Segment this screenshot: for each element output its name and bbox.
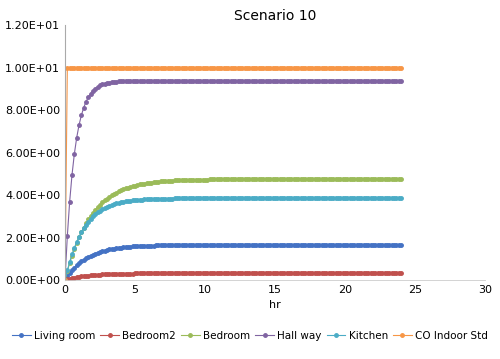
Living room <box>78 259 84 264</box>
Hall way <box>256 79 262 83</box>
CO Indoor Std <box>258 65 264 70</box>
CO Indoor Std <box>328 65 334 70</box>
Bedroom2 <box>256 271 262 275</box>
X-axis label: hr: hr <box>269 300 281 311</box>
Kitchen <box>398 196 404 200</box>
Kitchen <box>78 230 84 234</box>
Bedroom2 <box>374 271 380 275</box>
Living room <box>326 243 332 247</box>
Bedroom <box>374 177 380 181</box>
Bedroom <box>78 230 84 234</box>
Bedroom <box>316 177 322 181</box>
Legend: Living room, Bedroom2, Bedroom, Hall way, Kitchen, CO Indoor Std: Living room, Bedroom2, Bedroom, Hall way… <box>12 331 488 341</box>
Hall way <box>374 79 380 83</box>
Title: Scenario 10: Scenario 10 <box>234 9 316 23</box>
Bedroom2 <box>326 271 332 275</box>
Bedroom <box>256 177 262 181</box>
CO Indoor Std <box>318 65 324 70</box>
Line: Bedroom: Bedroom <box>64 177 402 282</box>
Living room <box>398 243 404 247</box>
Hall way <box>62 278 68 282</box>
Bedroom2 <box>398 271 404 275</box>
Hall way <box>64 234 70 238</box>
Hall way <box>78 113 84 117</box>
Bedroom <box>326 177 332 181</box>
Bedroom <box>64 269 70 273</box>
Hall way <box>398 79 404 83</box>
Bedroom <box>62 278 68 282</box>
CO Indoor Std <box>398 65 404 70</box>
Living room <box>64 274 70 279</box>
Line: Kitchen: Kitchen <box>64 196 402 282</box>
Kitchen <box>62 278 68 282</box>
Line: Bedroom2: Bedroom2 <box>64 271 402 282</box>
Line: Hall way: Hall way <box>64 79 402 282</box>
Kitchen <box>256 196 262 200</box>
CO Indoor Std <box>62 278 68 282</box>
Living room <box>62 278 68 282</box>
Living room <box>374 243 380 247</box>
CO Indoor Std <box>66 65 72 70</box>
Bedroom2 <box>316 271 322 275</box>
Line: CO Indoor Std: CO Indoor Std <box>64 66 402 282</box>
Line: Living room: Living room <box>64 243 402 282</box>
CO Indoor Std <box>377 65 383 70</box>
Bedroom2 <box>62 278 68 282</box>
Hall way <box>326 79 332 83</box>
Hall way <box>316 79 322 83</box>
CO Indoor Std <box>64 65 70 70</box>
Kitchen <box>374 196 380 200</box>
Bedroom2 <box>78 274 84 279</box>
Living room <box>316 243 322 247</box>
CO Indoor Std <box>80 65 86 70</box>
Kitchen <box>316 196 322 200</box>
Kitchen <box>64 268 70 272</box>
Bedroom <box>398 177 404 181</box>
Living room <box>256 243 262 247</box>
Kitchen <box>326 196 332 200</box>
Bedroom2 <box>64 277 70 281</box>
